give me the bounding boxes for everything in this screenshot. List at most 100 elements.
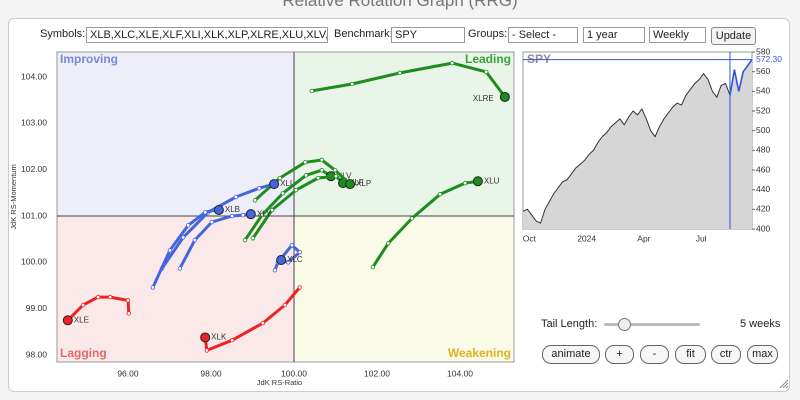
control-button[interactable]: animate: [542, 345, 600, 364]
tail-point: [309, 88, 315, 94]
series-label: XLU: [484, 176, 500, 185]
tail-point: [397, 70, 403, 76]
y-axis-label: JdK RS-Momentum: [9, 164, 18, 229]
tail-point: [282, 302, 288, 308]
tail-point: [107, 294, 113, 300]
series-label: XLE: [74, 315, 89, 324]
x-tick-label: Jul: [696, 233, 707, 243]
tail-point: [250, 236, 256, 241]
tail-length-label: Tail Length:: [541, 318, 598, 330]
tail-point: [167, 248, 173, 253]
y-tick-label: 100.00: [21, 257, 47, 267]
frequency-select[interactable]: Weekly: [649, 27, 706, 43]
control-button[interactable]: max: [747, 345, 778, 364]
y-tick-label: 103.00: [21, 118, 47, 128]
slider-thumb[interactable]: [618, 318, 631, 331]
y-tick-label: 400: [756, 223, 770, 233]
groups-select[interactable]: - Select -: [508, 27, 578, 43]
groups-label: Groups:: [468, 28, 508, 40]
x-tick-label: 102.00: [364, 368, 390, 378]
control-button[interactable]: +: [605, 345, 634, 364]
plot-frame: [56, 51, 515, 363]
symbols-input[interactable]: XLB,XLC,XLE,XLF,XLI,XLK,XLP,XLRE,XLU,XLV…: [86, 27, 328, 43]
tail-point: [259, 212, 265, 218]
current-value-label: 572.30: [756, 54, 782, 64]
tail-length-value: 5 weeks: [740, 318, 781, 330]
x-tick-label: 96.00: [117, 368, 139, 378]
tail-point: [280, 191, 286, 196]
tail-point: [180, 235, 186, 240]
x-tick-label: 100.00: [281, 368, 307, 378]
y-tick-label: 98.00: [26, 349, 48, 359]
tail-point: [285, 260, 291, 265]
tail-slider[interactable]: [604, 323, 700, 326]
tail-point: [125, 298, 131, 303]
head-marker: [213, 205, 224, 216]
tail-point: [229, 213, 235, 219]
tail-point: [449, 60, 455, 66]
quadrant: [57, 52, 295, 217]
series-label: XLRE: [473, 94, 494, 103]
head-marker: [269, 179, 280, 190]
y-tick-label: 500: [756, 125, 770, 135]
resize-grip: [779, 379, 789, 389]
tail-point: [240, 212, 246, 218]
tail-point: [332, 167, 338, 173]
area: [523, 59, 752, 229]
quadrant-label: Leading: [465, 52, 511, 66]
tail-point: [409, 216, 415, 221]
update-button[interactable]: Update: [711, 27, 756, 45]
series-label: XLB: [225, 205, 240, 214]
y-tick-label: 99.00: [26, 303, 48, 313]
tail-point: [185, 223, 191, 228]
symbols-label: Symbols:: [40, 28, 86, 40]
x-tick-label: 104.00: [447, 368, 473, 378]
control-button[interactable]: fit: [675, 345, 706, 364]
tail-point: [483, 69, 489, 75]
head-marker: [472, 176, 483, 187]
period-select[interactable]: 1 year: [583, 27, 645, 43]
tail-point: [204, 348, 210, 353]
control-button[interactable]: ctr: [711, 345, 741, 364]
series-label: XLK: [211, 333, 227, 342]
tail: [160, 182, 276, 270]
quadrant-label: Weakening: [448, 346, 511, 360]
y-tick-label: 460: [756, 164, 770, 174]
x-tick-label: 2024: [577, 233, 596, 243]
tail-point: [209, 219, 215, 225]
head-marker: [62, 315, 73, 326]
tail: [310, 61, 507, 99]
tail-point: [269, 207, 275, 213]
x-tick-label: 98.00: [200, 368, 222, 378]
quadrant-label: Improving: [60, 52, 118, 66]
current-label-box: [754, 54, 780, 65]
benchmark-label: Benchmark:: [334, 28, 393, 40]
series-label: XLP: [356, 179, 371, 188]
y-tick-label: 560: [756, 66, 770, 76]
tail-point: [229, 338, 235, 343]
x-tick-label: Oct: [523, 233, 537, 243]
tail-point: [256, 186, 262, 191]
series-label: XLY: [257, 209, 272, 218]
page-title: Relative Rotation Graph (RRG): [282, 0, 518, 10]
tail-point: [177, 266, 183, 271]
tail-point: [150, 285, 156, 290]
tail-point: [437, 192, 443, 197]
series-label: XLF: [349, 178, 364, 187]
tail: [203, 285, 302, 352]
y-tick-label: 440: [756, 184, 770, 194]
tail-point: [202, 210, 208, 215]
tail-point: [349, 81, 355, 87]
benchmark-input[interactable]: SPY: [391, 27, 465, 43]
y-tick-label: 101.00: [21, 210, 47, 220]
tail-point: [333, 173, 339, 179]
tail-point: [386, 241, 391, 246]
head-marker: [499, 91, 510, 102]
tail-point: [319, 167, 325, 173]
tail-point: [370, 264, 376, 270]
tail-point: [315, 175, 321, 181]
y-tick-label: 520: [756, 105, 770, 115]
control-button[interactable]: -: [640, 345, 669, 364]
tail-point: [242, 237, 248, 243]
